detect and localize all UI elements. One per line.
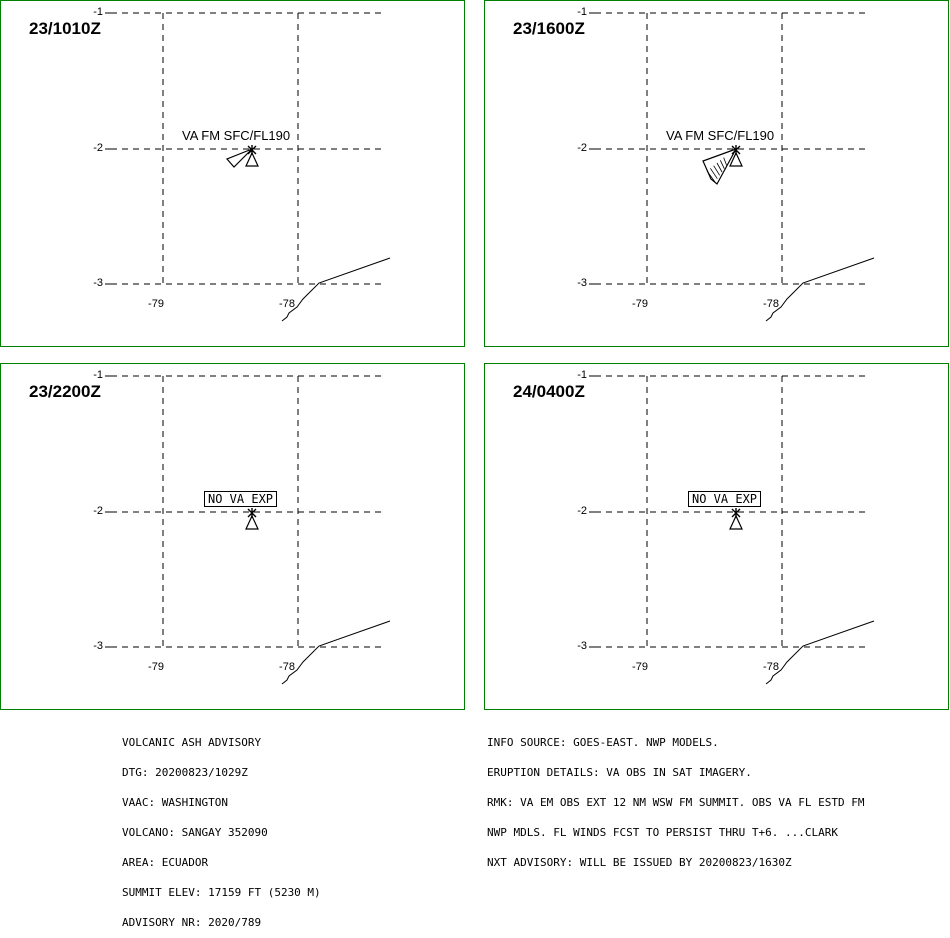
ash-hatch: [713, 165, 721, 176]
ash-hatch: [723, 157, 728, 166]
va-annotation: VA FM SFC/FL190: [666, 128, 775, 143]
advisory-line: ADVISORY NR: 2020/789: [122, 916, 262, 929]
latitude-label: -3: [93, 277, 103, 289]
advisory-line: INFO SOURCE: GOES-EAST. NWP MODELS.: [487, 736, 719, 749]
va-annotation: VA FM SFC/FL190: [182, 128, 291, 143]
map-canvas: [589, 12, 875, 322]
advisory-line: VAAC: WASHINGTON: [122, 796, 228, 809]
advisory-line: VOLCANO: SANGAY 352090: [122, 826, 268, 839]
coastline: [281, 257, 391, 322]
latitude-label: -3: [577, 277, 587, 289]
coastline: [765, 257, 875, 322]
advisory-line: NXT ADVISORY: WILL BE ISSUED BY 20200823…: [487, 856, 792, 869]
volcano-marker-icon: [247, 145, 257, 155]
panel-time: 24/0400Z: [513, 382, 585, 401]
latitude-label: -1: [577, 369, 587, 381]
advisory-line: RMK: VA EM OBS EXT 12 NM WSW FM SUMMIT. …: [487, 796, 865, 809]
advisory-line: AREA: ECUADOR: [122, 856, 209, 869]
latitude-label: -2: [93, 505, 103, 517]
longitude-label: -78: [763, 661, 779, 673]
latitude-label: -3: [93, 640, 103, 652]
map-canvas: [105, 375, 391, 685]
longitude-label: -78: [279, 298, 295, 310]
coastline: [281, 620, 391, 685]
ash-hatch: [716, 162, 723, 173]
latitude-label: -1: [577, 6, 587, 18]
panel-time: 23/1010Z: [29, 19, 101, 38]
ash-cloud-polygon: [225, 148, 253, 168]
advisory-right: INFO SOURCE: GOES-EAST. NWP MODELS. ERUP…: [487, 718, 865, 878]
latitude-label: -1: [93, 6, 103, 18]
volcano-icon: [245, 514, 259, 530]
latitude-label: -2: [93, 142, 103, 154]
map-canvas: [589, 375, 875, 685]
longitude-label: -79: [148, 661, 164, 673]
volcano-marker-icon: [731, 145, 741, 155]
volcano-icon: [729, 514, 743, 530]
panel-time: 23/1600Z: [513, 19, 585, 38]
latitude-label: -3: [577, 640, 587, 652]
longitude-label: -78: [763, 298, 779, 310]
map-panel-4: 24/0400Z -1 -2 -3 -79 -78 NO VA EXP: [484, 363, 949, 710]
panel-time: 23/2200Z: [29, 382, 101, 401]
va-annotation: NO VA EXP: [204, 491, 278, 507]
volcano-marker-icon: [731, 508, 741, 518]
map-panel-3: 23/2200Z -1 -2 -3 -79 -78 NO VA EXP: [0, 363, 465, 710]
va-annotation: NO VA EXP: [688, 491, 762, 507]
latitude-label: -2: [577, 142, 587, 154]
longitude-label: -79: [148, 298, 164, 310]
advisory-line: DTG: 20200823/1029Z: [122, 766, 248, 779]
ash-hatch: [706, 170, 716, 183]
map-panel-1: 23/1010Z -1 -2 -3 -79 -78 VA FM SFC/FL190: [0, 0, 465, 347]
advisory-line: VOLCANIC ASH ADVISORY: [122, 736, 262, 749]
map-canvas: [105, 12, 391, 322]
ash-hatch: [719, 160, 725, 169]
advisory-left: VOLCANIC ASH ADVISORY DTG: 20200823/1029…: [122, 718, 321, 938]
volcano-marker-icon: [247, 508, 257, 518]
ash-cloud-polygon: [702, 147, 738, 185]
longitude-label: -78: [279, 661, 295, 673]
longitude-label: -79: [632, 298, 648, 310]
advisory-line: NWP MDLS. FL WINDS FCST TO PERSIST THRU …: [487, 826, 838, 839]
longitude-label: -79: [632, 661, 648, 673]
volcano-icon: [729, 151, 743, 167]
ash-hatch: [710, 168, 718, 179]
advisory-line: ERUPTION DETAILS: VA OBS IN SAT IMAGERY.: [487, 766, 752, 779]
coastline: [765, 620, 875, 685]
advisory-line: SUMMIT ELEV: 17159 FT (5230 M): [122, 886, 321, 899]
map-panel-2: 23/1600Z -1 -2 -3 -79 -78 VA FM SFC/FL190: [484, 0, 949, 347]
latitude-label: -1: [93, 369, 103, 381]
volcano-icon: [245, 151, 259, 167]
latitude-label: -2: [577, 505, 587, 517]
